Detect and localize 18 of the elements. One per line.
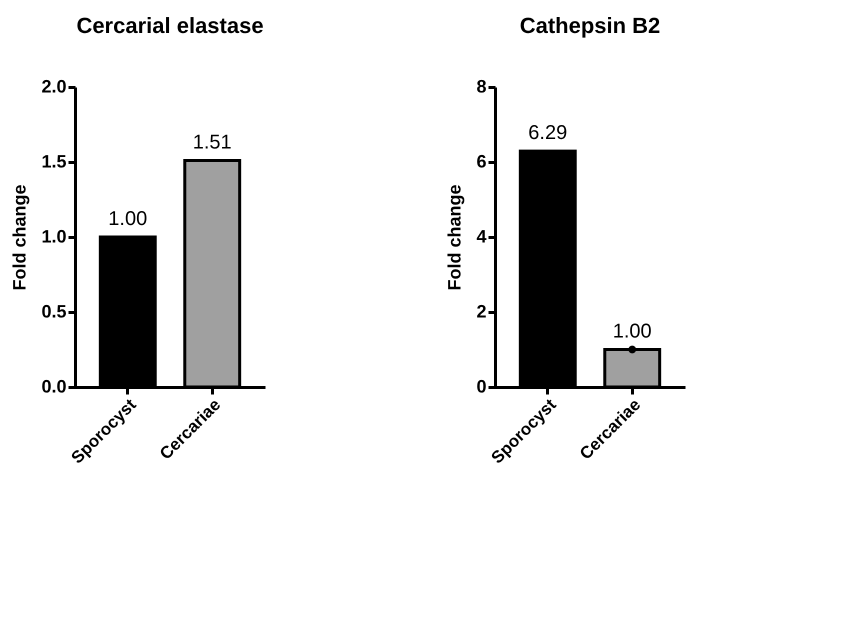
y-tick-label: 0 [476, 376, 486, 396]
y-tick-label: 8 [476, 76, 486, 96]
data-label: 1.51 [192, 132, 232, 154]
data-label: 1.00 [612, 320, 652, 342]
y-tick-label: 6 [476, 152, 486, 172]
y-tick-label: 0.5 [41, 302, 66, 322]
data-label: 1.00 [108, 208, 148, 230]
y-tick-label: 4 [476, 226, 486, 246]
y-axis-title: Fold change [444, 184, 464, 291]
y-axis-title: Fold change [9, 184, 30, 291]
chart-title: Cathepsin B2 [520, 13, 660, 38]
y-tick-label: 0.0 [41, 376, 66, 396]
y-tick-label: 2.0 [41, 76, 66, 96]
data-label: 6.29 [528, 122, 568, 144]
y-tick-label: 2 [476, 302, 486, 322]
y-tick-label: 1.0 [41, 226, 66, 246]
chart-title: Cercarial elastase [76, 13, 264, 38]
y-tick-label: 1.5 [41, 152, 66, 172]
